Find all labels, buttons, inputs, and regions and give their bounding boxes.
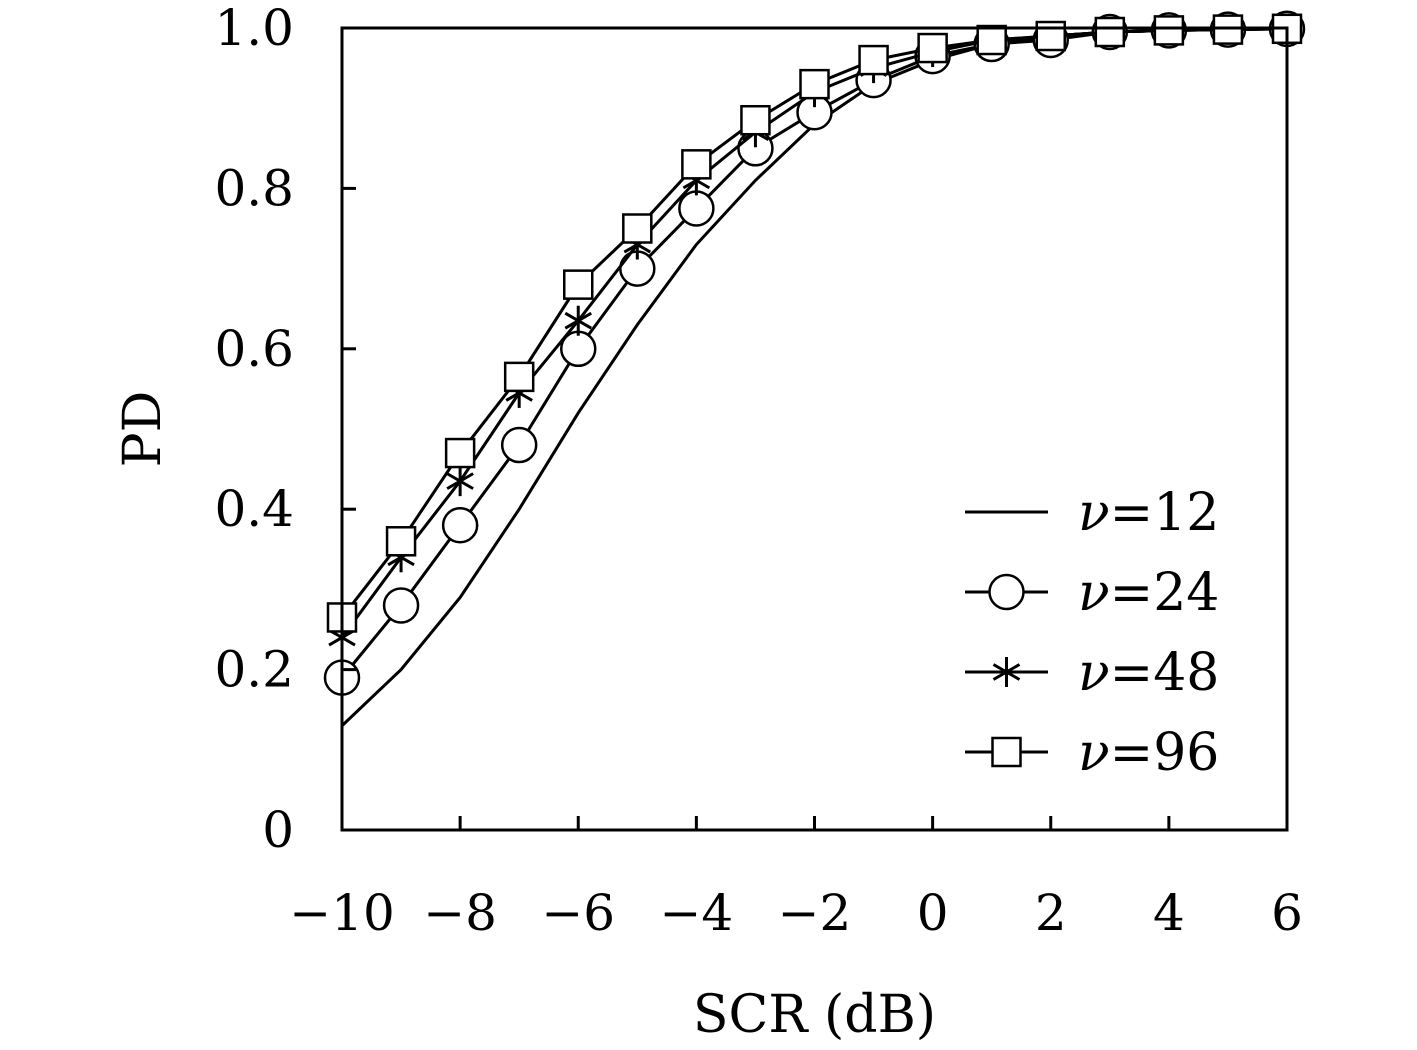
y-tick-label: 0.4 bbox=[214, 480, 294, 538]
data-point bbox=[444, 437, 476, 469]
data-point bbox=[564, 305, 592, 336]
data-point bbox=[382, 587, 420, 624]
data-point bbox=[446, 466, 474, 497]
legend-marker bbox=[992, 657, 1021, 687]
data-point bbox=[678, 190, 715, 227]
data-point bbox=[681, 149, 712, 180]
data-point bbox=[799, 68, 830, 100]
x-tick-label: −6 bbox=[541, 884, 615, 942]
legend: ν=12 ν=24 ν=48 ν=96 bbox=[965, 483, 1219, 783]
y-tick-label: 0.2 bbox=[214, 641, 294, 699]
x-tick-label: 4 bbox=[1153, 884, 1185, 942]
y-tick-label: 0.8 bbox=[214, 159, 294, 217]
data-point bbox=[858, 44, 889, 76]
legend-item: ν=12 bbox=[965, 483, 1219, 543]
legend-label: ν=24 bbox=[1078, 563, 1219, 623]
legend-label: ν=12 bbox=[1078, 483, 1219, 543]
x-tick-label: −2 bbox=[778, 884, 852, 942]
data-point bbox=[441, 506, 479, 544]
legend-item: ν=48 bbox=[965, 643, 1219, 703]
y-axis-label: PD bbox=[113, 391, 173, 468]
data-point bbox=[740, 104, 771, 136]
data-point bbox=[563, 269, 594, 300]
legend-item: ν=24 bbox=[965, 563, 1219, 623]
data-point bbox=[500, 426, 538, 464]
y-tick-label: 0.6 bbox=[214, 320, 294, 378]
plot-frame bbox=[340, 26, 1289, 832]
x-tick-label: −10 bbox=[289, 884, 395, 942]
x-axis-label: SCR (dB) bbox=[693, 985, 936, 1045]
legend-marker bbox=[991, 736, 1022, 768]
data-point bbox=[622, 213, 653, 244]
series-layer bbox=[323, 10, 1306, 727]
data-point bbox=[917, 32, 948, 64]
x-tick-label: 0 bbox=[917, 884, 949, 942]
legend-marker bbox=[988, 573, 1025, 611]
legend-label: ν=48 bbox=[1078, 643, 1219, 703]
series-square bbox=[326, 13, 1303, 633]
x-tick-label: −4 bbox=[660, 884, 734, 942]
x-tick-label: −8 bbox=[423, 884, 497, 942]
ticks-layer: −10 −8 −6 −4 −2 0 2 4 6 0 0.2 0.4 0.6 0.8 1.0 bbox=[214, 0, 1302, 942]
y-tick-label: 1.0 bbox=[214, 0, 294, 57]
x-tick-label: 2 bbox=[1035, 884, 1067, 942]
data-point bbox=[1212, 14, 1244, 45]
data-point bbox=[385, 526, 417, 557]
data-point bbox=[503, 361, 535, 393]
y-tick-label: 0 bbox=[262, 801, 294, 859]
x-tick-label: 6 bbox=[1271, 884, 1303, 942]
data-point bbox=[1153, 15, 1185, 46]
data-point bbox=[1035, 20, 1066, 52]
data-point bbox=[1094, 16, 1126, 48]
legend-label: ν=96 bbox=[1078, 723, 1219, 783]
data-point bbox=[976, 24, 1007, 56]
legend-item: ν=96 bbox=[965, 723, 1219, 783]
